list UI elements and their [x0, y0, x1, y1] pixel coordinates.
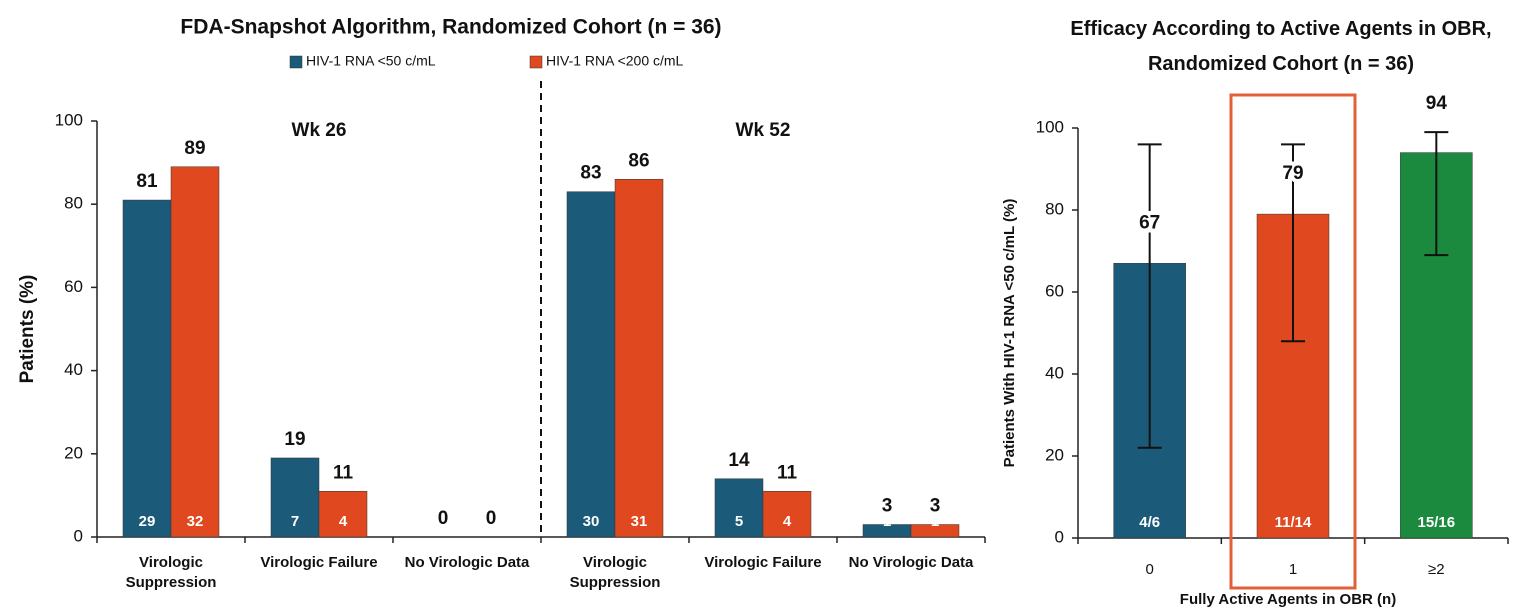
y-tick-label: 20 — [64, 443, 83, 462]
value-label: 89 — [184, 138, 205, 159]
bar — [614, 178, 664, 538]
y-tick-label: 100 — [55, 110, 83, 129]
y-tick-label: 60 — [64, 277, 83, 296]
bar — [318, 490, 368, 538]
y-axis-label: Patients (%) — [17, 275, 38, 384]
bar — [762, 490, 812, 538]
count-label: 1 — [883, 513, 891, 530]
value-label: 11 — [333, 462, 354, 483]
count-label: 29 — [139, 513, 156, 530]
highlight-box — [1229, 93, 1357, 590]
y-tick-label: 80 — [64, 194, 83, 213]
x-tick-label: No Virologic Data — [404, 554, 530, 571]
bar — [122, 199, 172, 538]
count-label: 32 — [187, 513, 204, 530]
count-label: 5 — [735, 513, 743, 530]
x-axis-label: Fully Active Agents in OBR (n) — [1180, 591, 1396, 608]
x-tick-label: 0 — [1145, 561, 1153, 578]
y-axis-label: Patients With HIV-1 RNA <50 c/mL (%) — [1001, 199, 1018, 468]
bar — [270, 457, 320, 538]
value-label: 14 — [728, 450, 750, 471]
y-tick-label: 0 — [1055, 527, 1064, 546]
bar — [170, 166, 220, 538]
group-label: Wk 26 — [292, 120, 347, 141]
count-label: 4/6 — [1139, 514, 1160, 531]
value-label: 19 — [284, 429, 305, 450]
count-label: 4 — [339, 513, 348, 530]
y-tick-label: 40 — [1045, 363, 1064, 382]
value-label: 0 — [438, 508, 449, 529]
value-label: 3 — [930, 496, 941, 517]
count-label: 15/16 — [1418, 514, 1456, 531]
x-tick-label: Virologic Failure — [260, 554, 378, 571]
count-label: 1 — [931, 513, 939, 530]
value-label: 81 — [136, 171, 158, 192]
value-label: 83 — [580, 163, 601, 184]
legend-label: HIV-1 RNA <200 c/mL — [546, 53, 684, 69]
y-tick-label: 40 — [64, 360, 83, 379]
x-tick-label: No Virologic Data — [848, 554, 974, 571]
legend-swatch — [529, 55, 543, 69]
legend-swatch — [289, 55, 303, 69]
x-tick-label: Virologic Suppression — [569, 554, 661, 591]
bar — [714, 478, 764, 538]
x-tick-label: Virologic Failure — [704, 554, 822, 571]
legend-label: HIV-1 RNA <50 c/mL — [306, 53, 436, 69]
y-tick-label: 0 — [74, 526, 83, 545]
y-tick-label: 20 — [1045, 445, 1064, 464]
x-tick-label: ≥2 — [1428, 561, 1445, 578]
value-label: 0 — [486, 508, 497, 529]
value-label: 79 — [1282, 163, 1303, 184]
count-label: 30 — [583, 513, 600, 530]
y-tick-label: 100 — [1036, 117, 1064, 136]
value-label: 86 — [628, 150, 649, 171]
y-tick-label: 60 — [1045, 281, 1064, 300]
count-label: 31 — [631, 513, 648, 530]
count-label: 11/14 — [1275, 514, 1312, 531]
value-label: 94 — [1426, 93, 1448, 114]
bar — [566, 191, 616, 538]
y-tick-label: 80 — [1045, 199, 1064, 218]
x-tick-label: Virologic Suppression — [125, 554, 217, 591]
bar — [910, 524, 960, 538]
count-label: 7 — [291, 513, 299, 530]
value-label: 67 — [1139, 212, 1160, 233]
value-label: 11 — [777, 462, 798, 483]
count-label: 4 — [783, 513, 792, 530]
chart-title: Efficacy According to Active Agents in O… — [1070, 18, 1492, 75]
x-tick-label: 1 — [1289, 561, 1297, 578]
chart-title: FDA-Snapshot Algorithm, Randomized Cohor… — [180, 16, 721, 39]
value-label: 3 — [882, 496, 893, 517]
group-label: Wk 52 — [736, 120, 791, 141]
